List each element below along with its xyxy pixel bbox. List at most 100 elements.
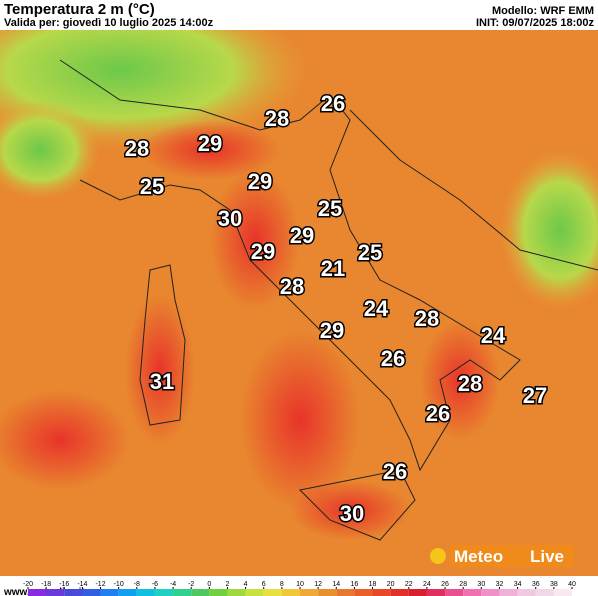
colorbar-label: 22 xyxy=(405,581,413,588)
temperature-label: 30 xyxy=(340,501,364,526)
colorbar-label: 4 xyxy=(244,581,248,588)
logo: Meteo Live xyxy=(430,545,574,567)
hot-area xyxy=(420,320,500,440)
colorbar-segment xyxy=(517,589,536,596)
coastline xyxy=(349,109,598,271)
cool-area xyxy=(0,100,100,200)
colorbar-segment xyxy=(191,589,210,596)
temperature-label: 28 xyxy=(125,136,149,161)
colorbar-segment xyxy=(354,589,373,596)
colorbar-label: 32 xyxy=(496,581,504,588)
colorbar-segment xyxy=(245,589,264,596)
hot-area xyxy=(140,120,280,180)
temperature-label: 26 xyxy=(383,459,407,484)
colorbar-segment xyxy=(535,589,554,596)
colorbar-label: 34 xyxy=(514,581,522,588)
colorbar-segment xyxy=(336,589,355,596)
cool-area xyxy=(500,150,598,310)
coastline xyxy=(139,264,186,426)
colorbar-label: 16 xyxy=(351,581,359,588)
colorbar-segment xyxy=(154,589,174,596)
colorbar-segment xyxy=(136,589,155,596)
colorbar-segment xyxy=(408,589,427,596)
coastline xyxy=(59,59,521,472)
colorbar-segment xyxy=(445,589,464,596)
init-time: INIT: 09/07/2025 18:00z xyxy=(476,17,595,29)
colorbar-segment xyxy=(426,589,446,596)
colorbar-label: -12 xyxy=(95,581,105,588)
title: Temperatura 2 m (°C) xyxy=(4,1,155,18)
logo-sun xyxy=(430,548,446,564)
colorbar-label: 12 xyxy=(314,581,322,588)
colorbar-label: 0 xyxy=(207,581,211,588)
temperature-label: 25 xyxy=(140,174,164,199)
colorbar-label: 14 xyxy=(332,581,340,588)
temperature-label: 26 xyxy=(426,401,450,426)
colorbar-label: -10 xyxy=(114,581,124,588)
temperature-label: 30 xyxy=(218,206,242,231)
logo-text: Meteo xyxy=(454,547,503,566)
colorbar-label: 30 xyxy=(477,581,485,588)
colorbar-label: -2 xyxy=(188,581,194,588)
colorbar-segment xyxy=(300,589,319,596)
temperature-label: 29 xyxy=(198,131,222,156)
colorbar-segment xyxy=(82,589,101,596)
colorbar-label: 6 xyxy=(262,581,266,588)
colorbar-label: -4 xyxy=(170,581,176,588)
colorbar-label: -16 xyxy=(59,581,69,588)
colorbar-segment xyxy=(118,589,137,596)
temperature-label: 29 xyxy=(320,318,344,343)
temperature-label: 25 xyxy=(358,240,382,265)
colorbar-segment xyxy=(318,589,337,596)
colorbar-segment xyxy=(263,589,282,596)
hot-area xyxy=(290,480,410,540)
colorbar-segment xyxy=(390,589,409,596)
colorbar-label: 38 xyxy=(550,581,558,588)
colorbar-label: 2 xyxy=(226,581,230,588)
colorbar-segment xyxy=(209,589,228,596)
colorbar-segment xyxy=(281,589,300,596)
temperature-label: 31 xyxy=(150,369,174,394)
header-bg xyxy=(0,0,598,30)
colorbar-label: 26 xyxy=(441,581,449,588)
colorbar-segment xyxy=(173,589,192,596)
colorbar-label: -14 xyxy=(77,581,87,588)
logo-text: Live xyxy=(530,547,564,566)
temperature-label: 29 xyxy=(290,223,314,248)
temperature-label: 28 xyxy=(280,274,304,299)
colorbar-label: 36 xyxy=(532,581,540,588)
colorbar-label: 20 xyxy=(387,581,395,588)
colorbar-segment xyxy=(499,589,518,596)
colorbar-segment xyxy=(463,589,482,596)
colorbar-label: -6 xyxy=(152,581,158,588)
temperature-label: 26 xyxy=(381,346,405,371)
colorbar-segment xyxy=(100,589,119,596)
temperature-label: 25 xyxy=(318,196,342,221)
colorbar-label: -8 xyxy=(134,581,140,588)
model: Modello: WRF EMM xyxy=(492,5,594,17)
valid-time: Valida per: giovedì 10 luglio 2025 14:00… xyxy=(4,17,214,29)
colorbar-segment xyxy=(227,589,246,596)
colorbar-segment xyxy=(46,589,65,596)
colorbar-label: 18 xyxy=(369,581,377,588)
colorbar-label: 24 xyxy=(423,581,431,588)
temperature-label: 28 xyxy=(415,306,439,331)
hot-area xyxy=(240,330,360,510)
temperature-label: 26 xyxy=(321,91,345,116)
colorbar-segment xyxy=(372,589,391,596)
temperature-label: 29 xyxy=(251,239,275,264)
temperature-label: 27 xyxy=(523,383,547,408)
temperature-label: 21 xyxy=(321,256,345,281)
colorbar-segment xyxy=(64,589,83,596)
colorbar-label: 10 xyxy=(296,581,304,588)
colorbar-label: -20 xyxy=(23,581,33,588)
hot-area xyxy=(125,295,195,445)
temperature-label: 24 xyxy=(481,323,506,348)
hot-area xyxy=(210,170,300,310)
temperature-label: 28 xyxy=(458,371,482,396)
temperature-label: 29 xyxy=(248,169,272,194)
coastline xyxy=(298,469,416,541)
colorbar-segment xyxy=(28,589,47,596)
